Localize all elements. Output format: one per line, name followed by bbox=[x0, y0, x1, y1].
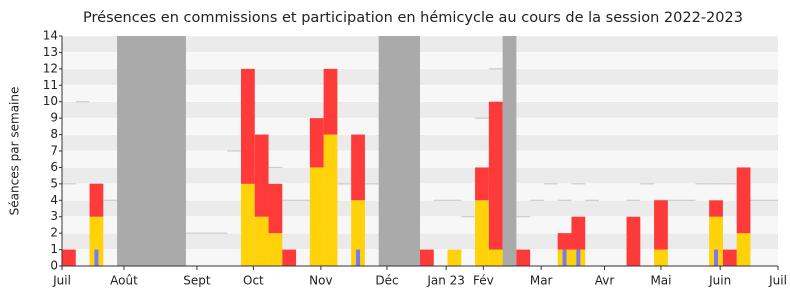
bar bbox=[62, 249, 76, 266]
bar bbox=[571, 216, 586, 250]
vacation bbox=[378, 36, 420, 266]
bar bbox=[516, 249, 531, 266]
inner-bar bbox=[356, 249, 361, 266]
vacation bbox=[502, 36, 517, 266]
bar bbox=[447, 249, 462, 266]
x-tick-label: Juin bbox=[708, 274, 731, 288]
bar bbox=[323, 68, 338, 135]
y-tick-label: 10 bbox=[43, 94, 58, 108]
y-tick-label: 5 bbox=[50, 176, 58, 190]
x-tick-label: Avr bbox=[595, 274, 615, 288]
y-tick-label: 13 bbox=[43, 45, 58, 59]
bar bbox=[557, 233, 572, 250]
x-tick-label: Juil bbox=[768, 274, 787, 288]
bar bbox=[475, 200, 489, 266]
y-tick-label: 7 bbox=[50, 144, 58, 158]
bar bbox=[241, 68, 255, 184]
y-tick-label: 9 bbox=[50, 111, 58, 125]
bar bbox=[654, 249, 668, 266]
bar bbox=[626, 216, 641, 266]
y-tick-label: 12 bbox=[43, 61, 58, 75]
y-tick-label: 6 bbox=[50, 160, 58, 174]
x-tick-label: Mai bbox=[650, 274, 671, 288]
y-axis-label: Séances par semaine bbox=[8, 87, 22, 216]
x-tick-label: Oct bbox=[243, 274, 264, 288]
bar bbox=[709, 216, 723, 266]
x-tick-label: Mar bbox=[530, 274, 553, 288]
inner-bar bbox=[576, 249, 581, 266]
bar bbox=[254, 216, 269, 266]
x-tick-label: Nov bbox=[309, 274, 332, 288]
bar bbox=[420, 249, 434, 266]
y-tick-label: 4 bbox=[50, 193, 58, 207]
x-tick-label: Déc bbox=[375, 274, 398, 288]
bar bbox=[309, 167, 324, 266]
bar bbox=[268, 183, 283, 234]
bar bbox=[268, 233, 283, 266]
x-tick-label: Août bbox=[110, 274, 138, 288]
bar bbox=[654, 200, 668, 250]
y-tick-label: 14 bbox=[43, 29, 58, 43]
bar bbox=[241, 183, 255, 266]
bar bbox=[488, 249, 503, 266]
bar bbox=[736, 233, 751, 266]
bar bbox=[722, 249, 737, 266]
y-tick-label: 2 bbox=[50, 226, 58, 240]
y-tick-label: 0 bbox=[50, 259, 58, 273]
inner-bar bbox=[94, 249, 99, 266]
x-tick-label: Juil bbox=[52, 274, 71, 288]
x-tick-label: Jan 23 bbox=[426, 274, 465, 288]
inner-bar bbox=[562, 249, 567, 266]
bar bbox=[323, 134, 338, 266]
bar bbox=[736, 167, 751, 234]
bar bbox=[475, 167, 489, 201]
y-tick-label: 1 bbox=[50, 242, 58, 256]
y-tick-label: 3 bbox=[50, 209, 58, 223]
y-tick-label: 8 bbox=[50, 127, 58, 141]
bar bbox=[89, 216, 104, 266]
x-tick-label: Fév bbox=[473, 274, 494, 288]
x-tick-label: Sept bbox=[183, 274, 211, 288]
bar bbox=[351, 200, 365, 266]
bar bbox=[488, 101, 503, 250]
bar bbox=[709, 200, 723, 217]
y-tick-label: 11 bbox=[43, 78, 58, 92]
bar bbox=[254, 134, 269, 217]
bar bbox=[309, 118, 324, 168]
bar bbox=[89, 183, 104, 217]
inner-bar bbox=[714, 249, 719, 266]
bar bbox=[282, 249, 297, 266]
chart-title: Présences en commissions et participatio… bbox=[83, 10, 743, 26]
vacation bbox=[117, 36, 186, 266]
bar bbox=[351, 134, 365, 201]
